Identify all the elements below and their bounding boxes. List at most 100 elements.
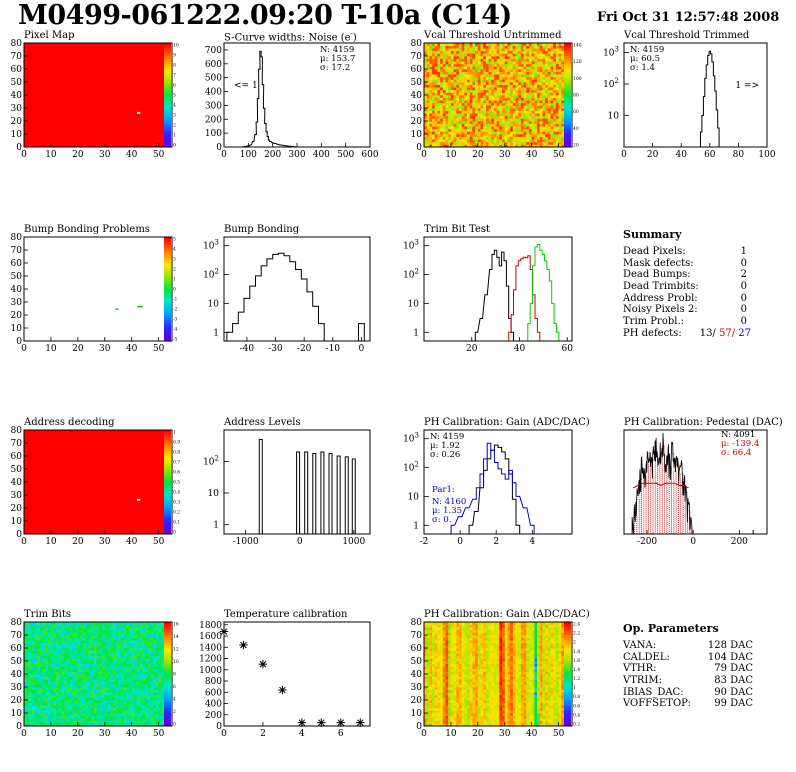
heatmap-cell <box>53 489 57 493</box>
heatmap-cell <box>75 121 79 124</box>
colorbar-label: 0 <box>173 530 176 536</box>
heatmap-cell <box>85 505 89 509</box>
heatmap-cell <box>104 497 108 501</box>
heatmap-cell <box>85 48 89 52</box>
heatmap-cell <box>26 74 30 78</box>
heatmap-cell <box>72 500 76 504</box>
heatmap-cell <box>110 479 114 483</box>
heatmap-cell <box>115 458 119 462</box>
heatmap-cell <box>155 79 159 83</box>
heatmap-cell <box>26 63 30 67</box>
heatmap-cell <box>42 458 46 462</box>
heatmap-cell <box>94 518 98 522</box>
heatmap-cell <box>134 74 138 78</box>
heatmap-cell <box>61 69 65 72</box>
heatmap-cell <box>120 144 124 148</box>
heatmap-cell <box>42 492 46 496</box>
heatmap-cell <box>45 453 49 457</box>
heatmap-cell <box>131 448 135 452</box>
heatmap-cell <box>107 469 111 472</box>
heatmap-cell <box>59 463 63 467</box>
heatmap-cell <box>59 432 63 436</box>
heatmap-cell <box>155 450 159 454</box>
heatmap-cell <box>155 123 159 127</box>
heatmap-cell <box>139 448 143 452</box>
heatmap-cell <box>40 482 44 485</box>
heatmap-cell <box>80 141 84 145</box>
heatmap-cell <box>75 76 79 80</box>
heatmap-cell <box>80 484 84 488</box>
heatmap-cell <box>129 435 133 439</box>
heatmap-cell <box>37 141 41 145</box>
heatmap-cell <box>129 476 133 480</box>
heatmap-cell <box>80 53 84 57</box>
colorbar-cell <box>164 528 171 532</box>
colorbar-cell <box>164 123 171 127</box>
heatmap-cell <box>450 89 454 93</box>
heatmap-cell <box>56 508 60 511</box>
heatmap-cell <box>142 458 146 462</box>
heatmap-cell <box>112 430 116 433</box>
heatmap-cell <box>64 79 68 83</box>
heatmap-cell <box>40 448 44 452</box>
heatmap-cell <box>40 87 44 91</box>
heatmap-cell <box>48 139 52 143</box>
heatmap-cell <box>56 61 60 65</box>
heatmap-cell <box>102 502 106 506</box>
heatmap-cell <box>107 531 111 535</box>
heatmap-cell <box>139 123 143 127</box>
heatmap-cell <box>96 144 100 148</box>
heatmap-cell <box>56 528 60 532</box>
heatmap-cell <box>37 463 41 467</box>
heatmap-cell <box>40 92 44 96</box>
heatmap-cell <box>448 74 452 78</box>
heatmap-cell <box>48 48 52 52</box>
heatmap-cell <box>137 528 141 532</box>
heatmap-cell <box>137 118 141 122</box>
heatmap-cell <box>107 66 111 70</box>
heatmap-cell <box>72 450 76 454</box>
heatmap-cell <box>147 123 151 127</box>
heatmap-cell <box>129 515 133 519</box>
heatmap-cell <box>158 53 162 57</box>
colorbar-cell <box>164 82 171 86</box>
heatmap-cell <box>42 445 46 449</box>
heatmap-cell <box>120 69 124 72</box>
heatmap-cell <box>424 126 428 130</box>
heatmap-cell <box>80 508 84 511</box>
heatmap-cell <box>61 141 65 145</box>
heatmap-cell <box>53 53 57 57</box>
heatmap-cell <box>34 482 38 485</box>
y-tick-label: 10 <box>11 130 23 140</box>
heatmap-cell <box>139 69 143 72</box>
heatmap-cell <box>107 458 111 462</box>
heatmap-cell <box>115 76 119 80</box>
heatmap-cell <box>83 71 87 75</box>
heatmap-cell <box>102 482 106 485</box>
heatmap-cell <box>153 123 157 127</box>
heatmap-cell <box>42 61 46 65</box>
heatmap-cell <box>150 476 154 480</box>
heatmap-cell <box>453 76 457 80</box>
heatmap-cell <box>145 461 149 465</box>
heatmap-cell <box>442 113 446 117</box>
heatmap-cell <box>26 53 30 57</box>
heatmap-cell <box>142 497 146 501</box>
heatmap-cell <box>45 92 49 96</box>
heatmap-cell <box>88 497 92 501</box>
heatmap-cell <box>134 437 138 441</box>
heatmap-cell <box>115 437 119 441</box>
heatmap-cell <box>155 58 159 62</box>
heatmap-cell <box>80 435 84 439</box>
heatmap-cell <box>107 518 111 522</box>
heatmap-cell <box>137 66 141 70</box>
heatmap-cell <box>53 471 57 475</box>
heatmap-cell <box>64 97 68 101</box>
heatmap-cell <box>102 53 106 57</box>
heatmap-cell <box>80 505 84 509</box>
heatmap-cell <box>83 440 87 444</box>
heatmap-cell <box>75 74 79 78</box>
heatmap-cell <box>96 82 100 85</box>
colorbar-cell <box>164 471 171 475</box>
heatmap-cell <box>158 95 162 98</box>
